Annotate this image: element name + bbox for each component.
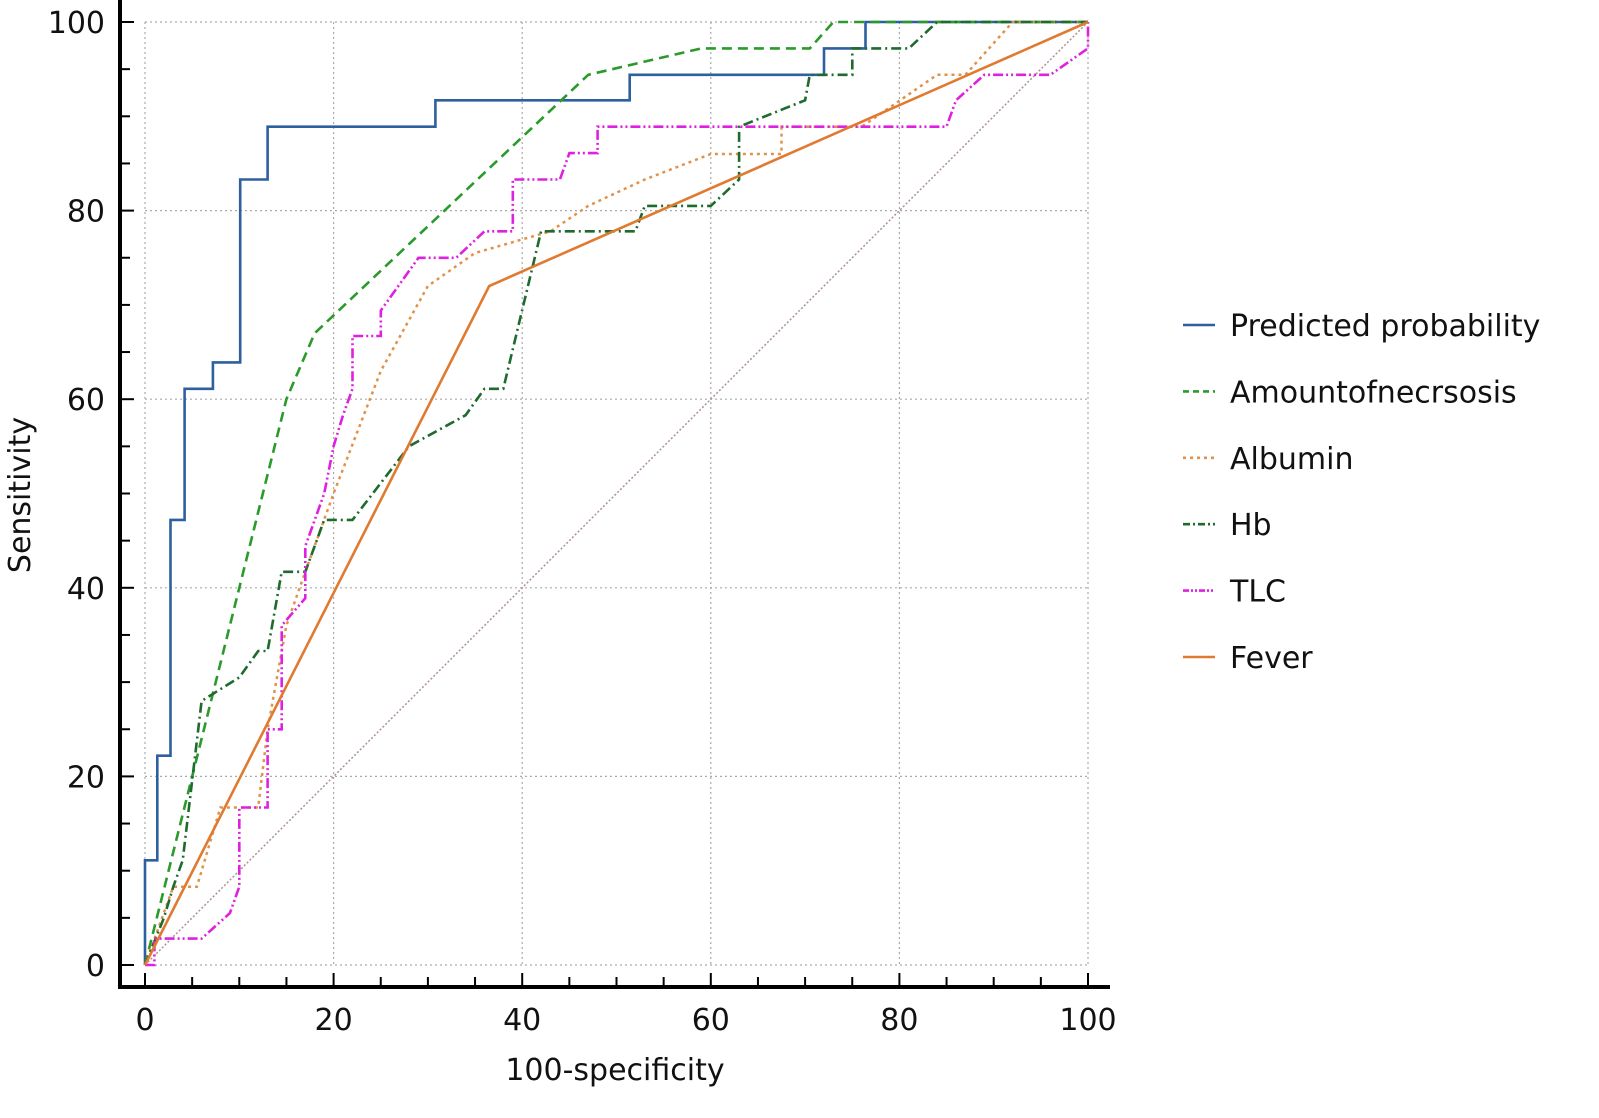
legend-label: TLC [1229,575,1286,610]
axes [118,0,1110,989]
series-group [143,20,1090,967]
x-tick-label: 80 [880,1003,918,1038]
series-line-tlc [145,22,1090,967]
x-tick-label: 60 [692,1003,730,1038]
reference-line [144,21,1089,966]
legend-item: Albumin [1183,442,1354,477]
legend-item: TLC [1183,575,1286,610]
x-tick-label: 0 [135,1003,154,1038]
legend-label: Albumin [1230,442,1354,477]
y-tick-label: 100 [48,6,105,41]
y-tick-label: 20 [67,760,105,795]
series-line-amountofnecrsosis [143,20,1088,966]
x-tick-label: 100 [1059,1003,1116,1038]
y-tick-label: 80 [67,195,105,230]
series-line-predicted-probability [143,20,1088,965]
y-tick-label: 40 [67,572,105,607]
y-tick-label: 60 [67,383,105,418]
legend-label: Fever [1230,641,1313,676]
series-line-fever [143,20,1089,966]
x-axis-label: 100-specificity [505,1053,724,1088]
reference-diagonal [144,21,1089,966]
legend-label: Hb [1230,508,1272,543]
legend-item: Predicted probability [1183,309,1540,344]
legend-item: Hb [1183,508,1272,543]
x-tick-label: 40 [503,1003,541,1038]
x-tick-label: 20 [315,1003,353,1038]
grid [144,21,1089,966]
legend-item: Amountofnecrsosis [1183,375,1517,410]
series-line-hb [143,20,1088,966]
y-tick-label: 0 [86,949,105,984]
tick-labels: 0 20 40 60 80 100 0 20 40 60 80 100 [48,6,1117,1038]
legend: Predicted probability Amountofnecrsosis Al… [1183,309,1540,676]
legend-item: Fever [1183,641,1313,676]
legend-label: Amountofnecrsosis [1230,375,1517,410]
y-axis-label: Sensitivity [3,417,38,573]
legend-label: Predicted probability [1230,309,1540,344]
